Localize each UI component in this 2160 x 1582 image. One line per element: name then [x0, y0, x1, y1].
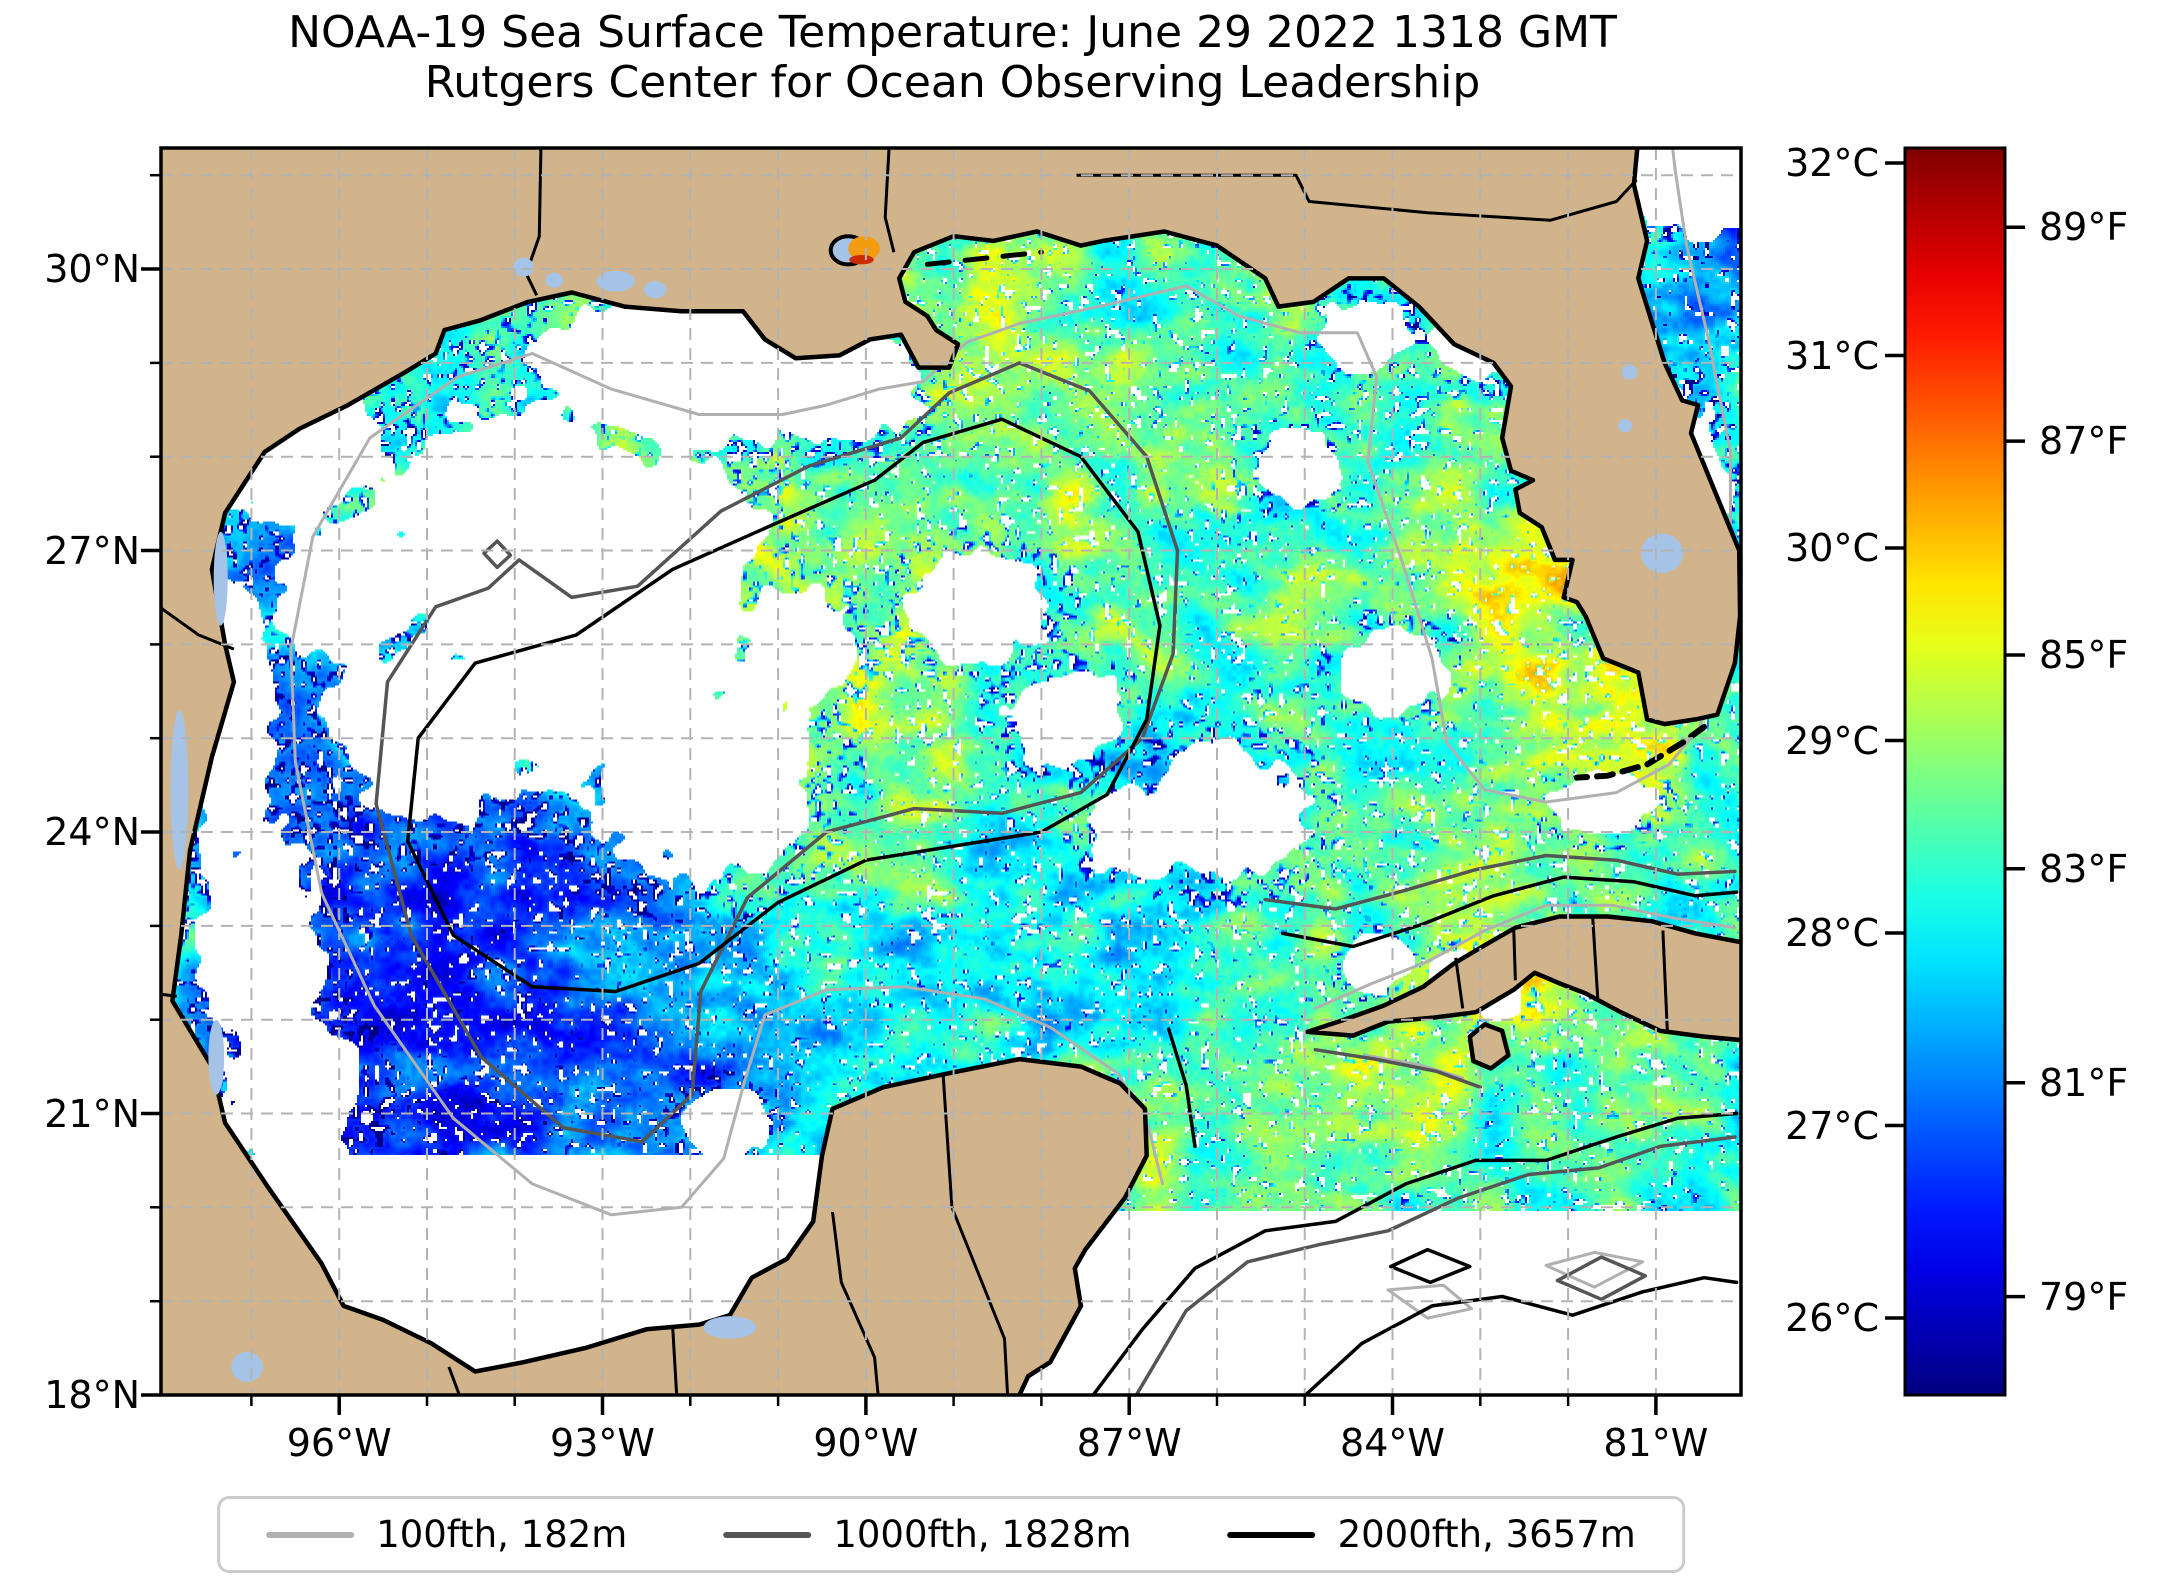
x-tick-label: 84°W [1340, 1421, 1445, 1465]
lake [231, 1351, 263, 1382]
contour-2000-fathom [1166, 1027, 1197, 1149]
lake [213, 531, 228, 626]
page-title: NOAA-19 Sea Surface Temperature: June 29… [0, 8, 1905, 108]
political-border [1591, 917, 1600, 1001]
lake-sst-patch [848, 236, 880, 261]
florida-keys [1573, 723, 1708, 781]
land-mainland [161, 148, 1741, 1395]
land-isla-juventud [1467, 1022, 1511, 1071]
colorbar-f-label: 81°F [2039, 1060, 2129, 1105]
contour-1000-fathom [1263, 853, 1737, 911]
contour-100-fathom [1386, 1283, 1473, 1320]
contour-1000-fathom [1555, 1255, 1648, 1302]
political-border [1076, 173, 1638, 222]
lake-sst-patch [849, 255, 874, 265]
political-border [831, 1211, 880, 1395]
political-border [161, 992, 177, 998]
legend-item: 100fth, 182m [266, 1513, 627, 1556]
colorbar-f-label: 79°F [2039, 1274, 2129, 1319]
title-line-2: Rutgers Center for Ocean Observing Leade… [424, 57, 1481, 108]
lake [513, 257, 534, 277]
legend-item-label: 2000fth, 3657m [1337, 1513, 1636, 1556]
colorbar-c-label: 31°C [1785, 333, 1879, 378]
lake [170, 710, 189, 870]
contour-1000-fathom [482, 539, 513, 570]
legend-item-label: 1000fth, 1828m [833, 1513, 1132, 1556]
y-tick-label: 24°N [44, 810, 140, 855]
contour-100-fathom [289, 352, 1164, 1217]
colorbar-f-label: 83°F [2039, 846, 2129, 891]
political-border [447, 1366, 461, 1395]
colorbar-c-label: 28°C [1785, 911, 1879, 955]
legend-item: 2000fth, 3657m [1227, 1513, 1636, 1556]
y-tick-label: 30°N [44, 247, 140, 292]
x-tick-label: 87°W [1076, 1421, 1182, 1465]
contour-2000-fathom [1281, 875, 1739, 949]
x-tick-label: 93°W [550, 1421, 655, 1465]
contour-1000-fathom [374, 361, 1180, 1144]
x-tick-label: 96°W [286, 1421, 392, 1465]
lake [643, 281, 667, 299]
map-layers [161, 148, 1741, 1395]
colorbar-f-label: 89°F [2039, 205, 2129, 250]
legend: 100fth, 182m 1000fth, 1828m 2000fth, 3657m [217, 1496, 1685, 1573]
contour-2000-fathom [1091, 1111, 1739, 1395]
legend-box: 100fth, 182m 1000fth, 1828m 2000fth, 3657m [217, 1496, 1685, 1573]
map-frame [159, 146, 1743, 1397]
land-cuba [1305, 914, 1741, 1043]
lake [1618, 419, 1633, 433]
contour-2000-fathom [1302, 1275, 1739, 1395]
colorbar-c-label: 26°C [1785, 1296, 1879, 1340]
x-tick-label: 81°W [1603, 1421, 1709, 1465]
contour-100-fathom [1364, 1053, 1465, 1080]
political-border [941, 1074, 1010, 1395]
lake [545, 272, 563, 288]
political-border [1661, 930, 1669, 1031]
political-border [1512, 928, 1517, 981]
title-line-1: NOAA-19 Sea Surface Temperature: June 29… [288, 7, 1617, 58]
political-border [524, 148, 543, 296]
legend-line-swatch [1227, 1531, 1316, 1538]
legend-line-swatch [723, 1531, 812, 1538]
political-border [883, 148, 896, 253]
x-tick-label: 90°W [813, 1421, 919, 1465]
colorbar-c-label: 27°C [1785, 1103, 1879, 1148]
contour-1000-fathom [1313, 1047, 1483, 1089]
y-tick-label: 27°N [44, 528, 140, 573]
contour-2000-fathom [1389, 1247, 1472, 1285]
legend-line-swatch [266, 1531, 355, 1538]
y-tick-label: 18°N [44, 1373, 140, 1417]
political-border [161, 606, 235, 651]
lake [596, 270, 635, 292]
colorbar-c-label: 29°C [1785, 718, 1879, 763]
lake [703, 1316, 757, 1339]
contour-100-fathom [1313, 903, 1737, 1010]
legend-item: 1000fth, 1828m [723, 1513, 1132, 1556]
contour-1000-fathom [1134, 1135, 1737, 1395]
contour-100-fathom [1544, 1250, 1645, 1289]
political-border [671, 1327, 679, 1395]
colorbar-gradient [1903, 146, 2007, 1397]
political-border [1454, 957, 1465, 1009]
colorbar-c-label: 30°C [1785, 526, 1879, 570]
lake [1640, 533, 1684, 573]
colorbar-f-label: 85°F [2039, 632, 2129, 677]
colorbar-f-label: 87°F [2039, 419, 2129, 464]
barrier-islands [924, 249, 1044, 267]
colorbar-c-label: 32°C [1785, 141, 1879, 185]
lake [208, 1019, 225, 1095]
y-tick-label: 21°N [44, 1091, 140, 1136]
lake [1621, 364, 1638, 380]
contour-2000-fathom [405, 417, 1162, 994]
legend-item-label: 100fth, 182m [376, 1513, 628, 1556]
